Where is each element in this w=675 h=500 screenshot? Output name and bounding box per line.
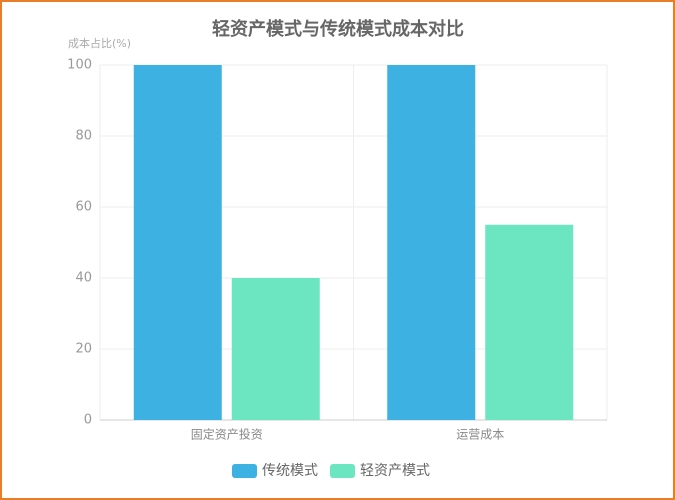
y-tick-label: 0 (84, 413, 92, 428)
bar (133, 65, 222, 420)
y-tick-label: 80 (75, 129, 92, 144)
legend-swatch (232, 464, 257, 478)
legend-label: 轻资产模式 (360, 463, 430, 479)
y-axis-label: 成本占比(%) (68, 36, 131, 50)
legend-label: 传统模式 (262, 463, 318, 479)
y-tick-label: 60 (75, 200, 92, 215)
x-tick-label: 固定资产投资 (191, 427, 263, 442)
y-tick-label: 100 (67, 58, 92, 73)
y-tick-label: 40 (75, 271, 92, 286)
legend-swatch (330, 464, 355, 478)
x-tick-label: 运营成本 (456, 428, 504, 442)
bar (231, 278, 320, 420)
chart-title: 轻资产模式与传统模式成本对比 (212, 18, 464, 40)
y-tick-label: 20 (75, 342, 92, 357)
bar (485, 224, 574, 420)
bar (387, 65, 476, 420)
